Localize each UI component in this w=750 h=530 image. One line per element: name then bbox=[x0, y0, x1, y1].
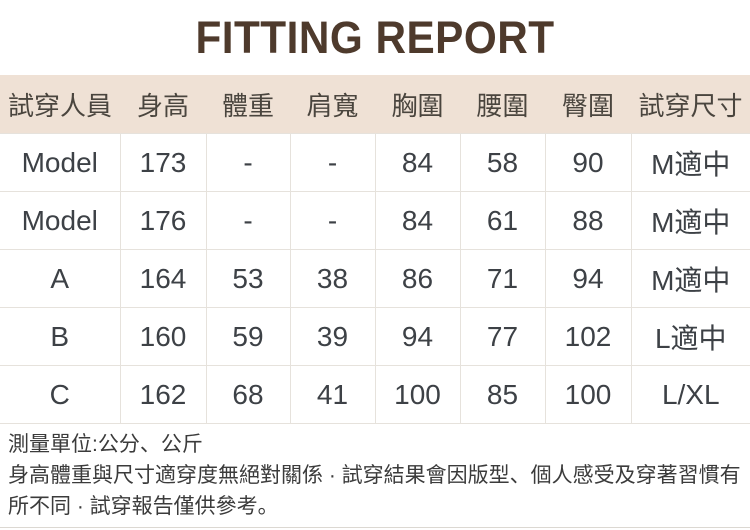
table-row: A 164 53 38 86 71 94 M適中 bbox=[0, 249, 750, 308]
page-title: FITTING REPORT bbox=[195, 11, 555, 63]
cell-hip: 90 bbox=[544, 133, 631, 192]
cell-shoulder: 41 bbox=[289, 365, 375, 424]
column-header-fitting-size: 試穿尺寸 bbox=[631, 75, 750, 134]
cell-tester: Model bbox=[0, 133, 120, 192]
cell-weight: 53 bbox=[205, 249, 290, 308]
cell-waist: 61 bbox=[459, 191, 545, 250]
cell-shoulder: - bbox=[289, 133, 375, 192]
cell-tester: Model bbox=[0, 191, 120, 250]
cell-weight: 59 bbox=[205, 307, 290, 366]
cell-height: 176 bbox=[119, 191, 206, 250]
column-header-shoulder: 肩寬 bbox=[290, 75, 375, 134]
table-row: Model 173 - - 84 58 90 M適中 bbox=[0, 133, 750, 192]
cell-hip: 94 bbox=[544, 249, 631, 308]
disclaimer-note: 身高體重與尺寸適穿度無絕對關係 · 試穿結果會因版型、個人感受及穿著習慣有所不同… bbox=[8, 464, 741, 518]
cell-waist: 77 bbox=[459, 307, 545, 366]
table-header-row: 試穿人員 身高 體重 肩寬 胸圍 腰圍 臀圍 試穿尺寸 bbox=[0, 75, 750, 134]
column-header-hip: 臀圍 bbox=[545, 75, 631, 134]
cell-tester: A bbox=[0, 249, 120, 308]
measurement-unit-note: 測量單位:公分、公斤 bbox=[8, 433, 203, 456]
cell-waist: 58 bbox=[459, 133, 545, 192]
cell-fitting-size: M適中 bbox=[630, 249, 750, 308]
cell-height: 164 bbox=[119, 249, 206, 308]
page-bottom-divider bbox=[0, 527, 750, 528]
table-row: Model 176 - - 84 61 88 M適中 bbox=[0, 191, 750, 250]
cell-shoulder: 38 bbox=[289, 249, 375, 308]
cell-tester: B bbox=[0, 307, 120, 366]
cell-waist: 85 bbox=[459, 365, 545, 424]
cell-chest: 86 bbox=[374, 249, 460, 308]
cell-height: 173 bbox=[119, 133, 206, 192]
cell-waist: 71 bbox=[459, 249, 545, 308]
column-header-chest: 胸圍 bbox=[375, 75, 460, 134]
table-row: B 160 59 39 94 77 102 L適中 bbox=[0, 307, 750, 366]
cell-weight: - bbox=[205, 191, 290, 250]
cell-chest: 94 bbox=[374, 307, 460, 366]
table-row: C 162 68 41 100 85 100 L/XL bbox=[0, 365, 750, 424]
cell-chest: 84 bbox=[374, 191, 460, 250]
cell-hip: 88 bbox=[544, 191, 631, 250]
column-header-tester: 試穿人員 bbox=[0, 75, 120, 134]
fitting-table: 試穿人員 身高 體重 肩寬 胸圍 腰圍 臀圍 試穿尺寸 Model 173 - … bbox=[0, 75, 750, 424]
cell-weight: 68 bbox=[205, 365, 290, 424]
cell-fitting-size: M適中 bbox=[630, 191, 750, 250]
title-bar: FITTING REPORT bbox=[0, 0, 750, 75]
cell-fitting-size: L適中 bbox=[630, 307, 750, 366]
cell-chest: 100 bbox=[374, 365, 460, 424]
cell-shoulder: - bbox=[289, 191, 375, 250]
column-header-height: 身高 bbox=[120, 75, 206, 134]
cell-fitting-size: M適中 bbox=[630, 133, 750, 192]
cell-height: 162 bbox=[119, 365, 206, 424]
cell-hip: 100 bbox=[544, 365, 631, 424]
cell-chest: 84 bbox=[374, 133, 460, 192]
column-header-waist: 腰圍 bbox=[460, 75, 545, 134]
cell-hip: 102 bbox=[544, 307, 631, 366]
cell-tester: C bbox=[0, 365, 120, 424]
column-header-weight: 體重 bbox=[206, 75, 290, 134]
cell-shoulder: 39 bbox=[289, 307, 375, 366]
cell-fitting-size: L/XL bbox=[630, 365, 750, 424]
cell-weight: - bbox=[205, 133, 290, 192]
footer-notes: 測量單位:公分、公斤 身高體重與尺寸適穿度無絕對關係 · 試穿結果會因版型、個人… bbox=[0, 424, 750, 522]
cell-height: 160 bbox=[119, 307, 206, 366]
